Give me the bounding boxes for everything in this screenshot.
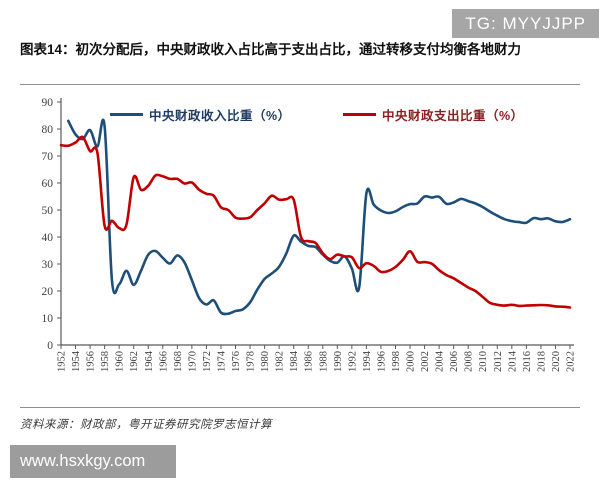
y-tick-label: 70 — [42, 151, 54, 163]
footer-divider — [20, 407, 580, 408]
x-tick-label: 1990 — [333, 351, 344, 372]
telegram-watermark-badge: TG: MYYJJPP — [452, 9, 599, 38]
x-tick-label: 1966 — [158, 351, 169, 372]
x-tick-label: 1964 — [144, 350, 155, 372]
y-tick-label: 30 — [42, 259, 54, 271]
title-divider — [20, 84, 580, 85]
x-tick-label: 1988 — [318, 351, 329, 372]
x-tick-label: 2022 — [566, 351, 577, 372]
x-tick-label: 1972 — [202, 351, 213, 372]
legend-item-central-revenue: 中央财政收入比重（%） — [110, 105, 291, 123]
x-tick-label: 1952 — [57, 351, 68, 372]
legend-label-central-revenue: 中央财政收入比重（%） — [149, 108, 291, 123]
x-tick-label: 2020 — [551, 351, 562, 372]
x-tick-label: 2016 — [522, 351, 533, 372]
x-tick-label: 1958 — [100, 351, 111, 372]
x-tick-label: 1970 — [187, 351, 198, 372]
x-tick-label: 1954 — [71, 350, 82, 372]
central-revenue-line — [67, 118, 572, 316]
x-tick-label: 2014 — [507, 350, 518, 372]
central-expenditure-line — [59, 135, 572, 309]
y-tick-label: 90 — [42, 97, 54, 109]
chart-title: 图表14：初次分配后，中央财政收入占比高于支出占比，通过转移支付均衡各地财力 — [20, 42, 522, 57]
expenditure-line-swatch — [343, 112, 376, 116]
chart-legend: 中央财政收入比重（%） 中央财政支出比重（%） — [0, 105, 600, 123]
x-tick-label: 1968 — [173, 351, 184, 372]
legend-label-central-expenditure: 中央财政支出比重（%） — [382, 108, 524, 123]
x-tick-label: 1982 — [275, 351, 286, 372]
y-tick-label: 10 — [42, 313, 54, 325]
x-tick-label: 2004 — [435, 350, 446, 372]
x-tick-label: 1998 — [391, 351, 402, 372]
x-tick-label: 2006 — [449, 351, 460, 372]
x-tick-label: 1996 — [376, 351, 387, 372]
x-tick-label: 1986 — [304, 351, 315, 372]
x-tick-label: 2010 — [478, 351, 489, 372]
x-tick-label: 1960 — [115, 351, 126, 372]
x-tick-label: 1984 — [289, 350, 300, 372]
x-tick-label: 1992 — [347, 351, 358, 372]
site-watermark: www.hsxkgy.com — [10, 445, 176, 478]
data-source-note: 资料来源：财政部，粤开证券研究院罗志恒计算 — [20, 419, 272, 431]
x-tick-label: 2008 — [464, 351, 475, 372]
x-tick-label: 1980 — [260, 351, 271, 372]
x-tick-label: 2000 — [406, 351, 417, 372]
y-tick-label: 0 — [47, 340, 53, 352]
y-tick-label: 60 — [42, 178, 54, 190]
y-tick-label: 80 — [42, 124, 54, 136]
x-tick-label: 1994 — [362, 350, 373, 372]
legend-item-central-expenditure: 中央财政支出比重（%） — [343, 105, 524, 123]
y-tick-label: 40 — [42, 232, 54, 244]
x-tick-label: 1962 — [129, 351, 140, 372]
y-tick-label: 20 — [42, 286, 54, 298]
y-tick-label: 50 — [42, 205, 54, 217]
revenue-line-swatch — [110, 112, 143, 116]
x-tick-label: 1956 — [86, 351, 97, 372]
x-tick-label: 1974 — [216, 350, 227, 372]
x-tick-label: 2018 — [536, 351, 547, 372]
x-tick-label: 2012 — [493, 351, 504, 372]
x-tick-label: 2002 — [420, 351, 431, 372]
x-tick-label: 1976 — [231, 351, 242, 372]
x-tick-label: 1978 — [246, 351, 257, 372]
